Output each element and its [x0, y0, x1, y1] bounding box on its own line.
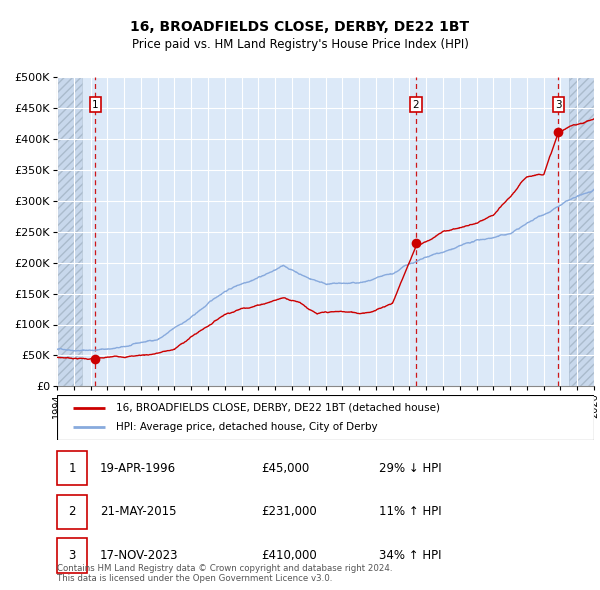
Bar [569, 77, 594, 386]
Text: £45,000: £45,000 [261, 461, 310, 474]
Text: 3: 3 [555, 100, 562, 110]
FancyBboxPatch shape [57, 451, 86, 485]
Bar [57, 77, 82, 386]
FancyBboxPatch shape [57, 538, 86, 573]
Text: 3: 3 [68, 549, 76, 562]
Text: 29% ↓ HPI: 29% ↓ HPI [379, 461, 442, 474]
Text: £410,000: £410,000 [261, 549, 317, 562]
Text: HPI: Average price, detached house, City of Derby: HPI: Average price, detached house, City… [116, 422, 377, 432]
Bar [569, 77, 594, 386]
Text: 2: 2 [68, 505, 76, 519]
Text: 16, BROADFIELDS CLOSE, DERBY, DE22 1BT: 16, BROADFIELDS CLOSE, DERBY, DE22 1BT [130, 19, 470, 34]
Text: 11% ↑ HPI: 11% ↑ HPI [379, 505, 442, 519]
Text: 1: 1 [68, 461, 76, 474]
Text: 1: 1 [92, 100, 99, 110]
Text: 21-MAY-2015: 21-MAY-2015 [100, 505, 176, 519]
Text: Contains HM Land Registry data © Crown copyright and database right 2024.
This d: Contains HM Land Registry data © Crown c… [57, 563, 392, 583]
Text: £231,000: £231,000 [261, 505, 317, 519]
Text: 2: 2 [412, 100, 419, 110]
Text: 19-APR-1996: 19-APR-1996 [100, 461, 176, 474]
FancyBboxPatch shape [57, 494, 86, 529]
Bar [57, 77, 82, 386]
Text: Price paid vs. HM Land Registry's House Price Index (HPI): Price paid vs. HM Land Registry's House … [131, 38, 469, 51]
Text: 17-NOV-2023: 17-NOV-2023 [100, 549, 178, 562]
Text: 34% ↑ HPI: 34% ↑ HPI [379, 549, 442, 562]
Text: 16, BROADFIELDS CLOSE, DERBY, DE22 1BT (detached house): 16, BROADFIELDS CLOSE, DERBY, DE22 1BT (… [116, 403, 440, 412]
